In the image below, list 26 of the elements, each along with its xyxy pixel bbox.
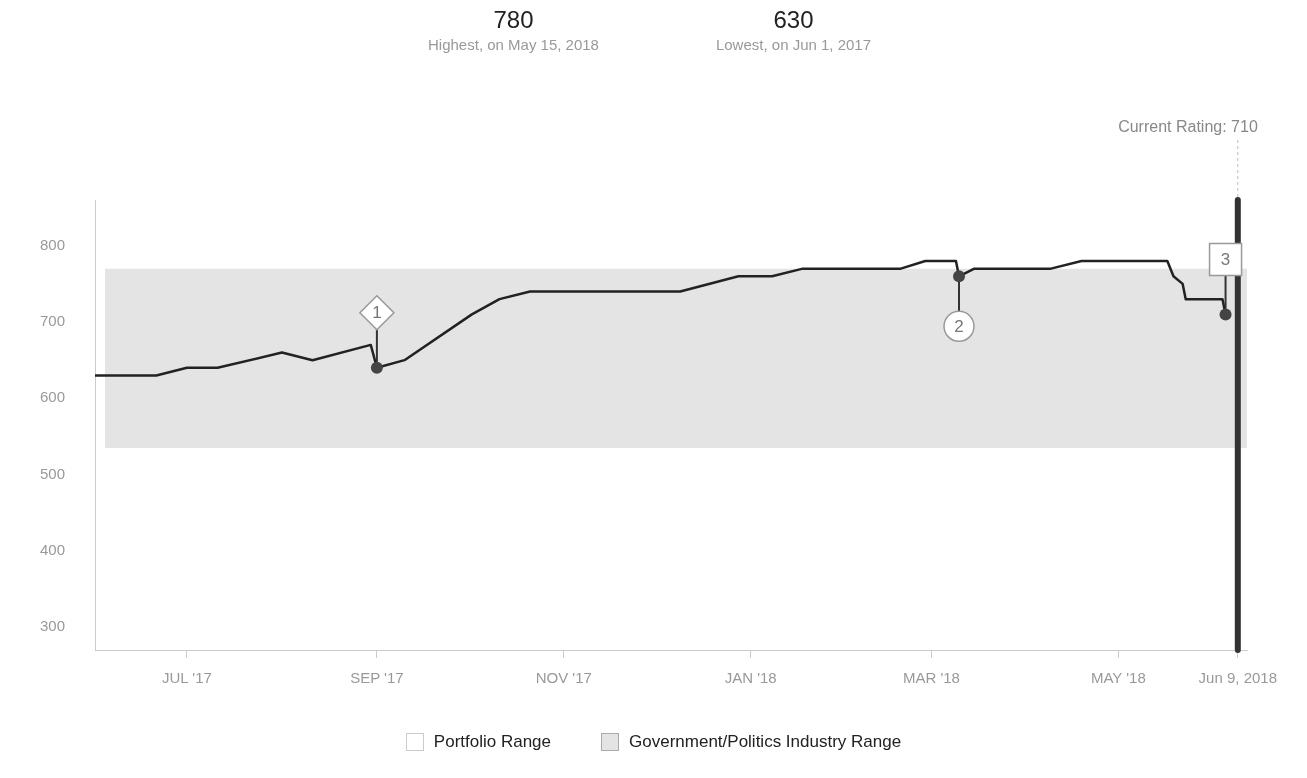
annotation: 1	[372, 303, 382, 323]
y-tick-label: 500	[40, 464, 66, 482]
text: 630	[772, 6, 815, 34]
x-tick-label: Jun 9, 2018	[1198, 669, 1278, 687]
x-tick-label: SEP '17	[350, 669, 404, 687]
x-tick-label: NOV '17	[535, 669, 592, 687]
annotation: 2	[954, 316, 964, 336]
legend-label: Government/Politics Industry Range	[629, 732, 902, 752]
x-tick-label: JUL '17	[162, 669, 212, 687]
y-tick-label: 800	[40, 235, 66, 253]
x-tick-label: JAN '18	[724, 669, 777, 687]
point	[1219, 308, 1232, 321]
text: 780	[492, 6, 535, 34]
point	[370, 361, 383, 374]
y-tick-label: 700	[40, 312, 66, 330]
y-tick-label: 300	[40, 617, 66, 635]
text: Highest, on May 15, 2018	[427, 36, 600, 53]
text: Lowest, on Jun 1, 2017	[714, 36, 873, 53]
x-tick-label: MAR '18	[902, 669, 960, 687]
x-tick-label: MAY '18	[1090, 669, 1146, 687]
annotation: 3	[1220, 250, 1231, 270]
ref-line-label: Current Rating: 710	[1118, 118, 1258, 136]
text: Portfolio Range	[433, 732, 552, 752]
point	[953, 270, 966, 283]
y-tick-label: 400	[40, 540, 66, 558]
y-tick-label: 600	[40, 388, 66, 406]
